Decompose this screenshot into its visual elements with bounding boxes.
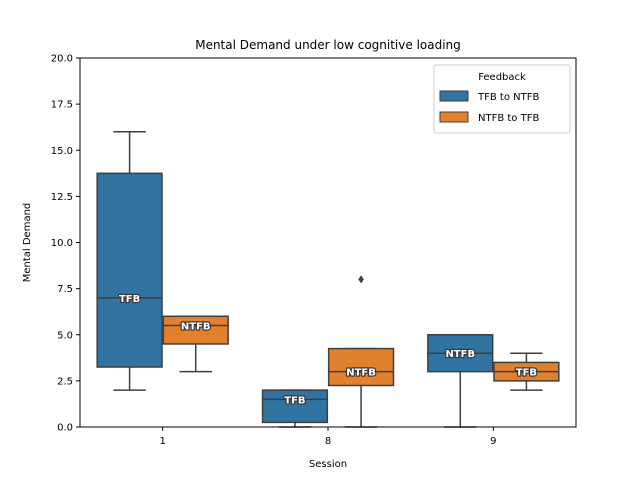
legend-label-tfb-to-ntfb: TFB to NTFB [477,92,539,103]
y-tick-label: 15.0 [51,146,73,157]
chart-title: Mental Demand under low cognitive loadin… [195,38,461,52]
box-tfb-to-ntfb-session-8: TFB [261,389,329,428]
y-tick-label: 12.5 [51,192,73,203]
y-tick-label: 20.0 [51,54,73,65]
box-ntfb-to-tfb-session-8: NTFB [327,275,395,428]
y-axis: 0.0 2.5 5.0 7.5 10.0 12.5 15.0 17.5 20.0 [51,54,80,434]
legend-swatch-ntfb-to-tfb [439,111,469,123]
legend-label-ntfb-to-tfb: NTFB to TFB [478,113,539,124]
median-label: TFB [516,368,537,379]
y-tick-label: 7.5 [57,284,73,295]
x-axis: 1 8 9 [159,427,497,447]
box-body [96,172,163,368]
median-label: NTFB [445,349,475,360]
legend-swatch-tfb-to-ntfb [439,90,469,102]
y-tick-label: 10.0 [51,238,73,249]
y-tick-label: 0.0 [57,423,73,434]
box-ntfb-to-tfb-session-1: NTFB [162,315,229,373]
box-tfb-to-ntfb-session-1: TFB [96,131,163,391]
legend-title: Feedback [478,72,526,83]
outlier-point [358,275,364,284]
x-tick-label: 1 [159,436,165,447]
median-label: NTFB [346,368,376,379]
x-tick-label: 8 [325,436,331,447]
box-body [327,347,395,387]
x-axis-title: Session [309,459,347,470]
y-tick-label: 5.0 [57,330,73,341]
median-label: NTFB [181,322,211,333]
box-body [261,389,329,424]
legend: Feedback TFB to NTFB NTFB to TFB [433,64,571,134]
plot-area: TFB TFB NTFB NTFB NTFB TFB [96,131,560,428]
box-tfb-to-ntfb-session-9: NTFB [427,334,494,428]
x-tick-label: 9 [490,436,496,447]
median-label: TFB [119,294,140,305]
median-label: TFB [284,395,305,406]
y-tick-label: 17.5 [51,100,73,111]
y-tick-label: 2.5 [57,376,73,387]
box-body [162,315,229,345]
y-axis-title: Mental Demand [22,203,33,283]
box-ntfb-to-tfb-session-9: TFB [493,352,560,391]
